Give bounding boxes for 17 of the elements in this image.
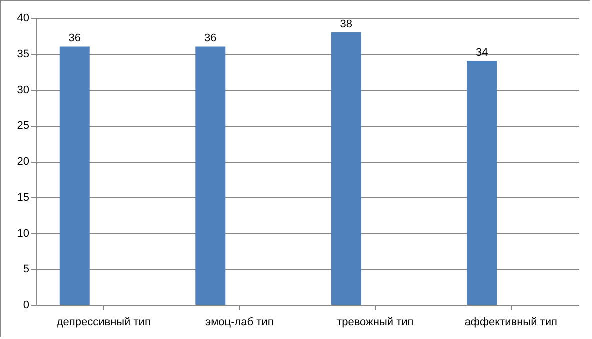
y-tick-label: 30 — [17, 84, 30, 96]
y-tick-label: 35 — [17, 48, 30, 60]
data-label: 38 — [340, 18, 352, 30]
y-tick-label: 0 — [23, 300, 30, 312]
y-tick-label: 5 — [23, 264, 30, 276]
y-tick-label: 25 — [17, 120, 30, 132]
data-label: 34 — [476, 47, 488, 60]
y-tick-label: 10 — [17, 228, 30, 240]
y-tick-label: 40 — [17, 12, 30, 24]
x-tick-label: тревожный тип — [337, 316, 414, 328]
x-tick-label: аффективный тип — [464, 316, 558, 328]
y-tick-label: 15 — [17, 192, 30, 204]
data-label: 36 — [68, 32, 81, 45]
x-tick-label: эмоц-лаб тип — [205, 316, 274, 328]
x-tick-label: депрессивный тип — [56, 316, 151, 328]
y-tick-label: 20 — [17, 156, 30, 168]
data-label: 36 — [204, 32, 217, 45]
